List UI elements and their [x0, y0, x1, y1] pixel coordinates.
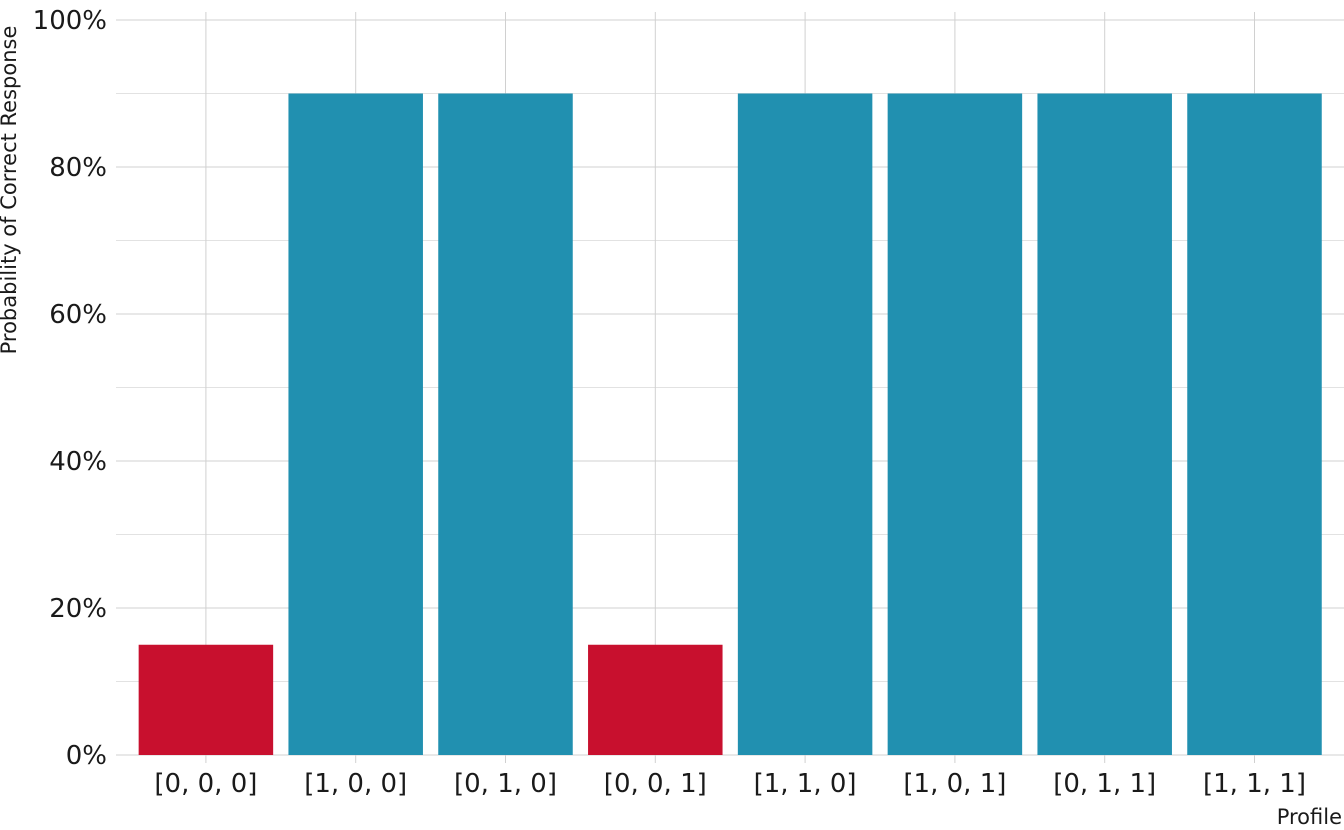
bar — [1187, 93, 1322, 755]
x-tick-label: [0, 0, 1] — [604, 769, 707, 799]
bars-layer — [138, 93, 1322, 755]
bar — [138, 644, 274, 755]
y-tick-label: 100% — [33, 6, 107, 36]
y-tick-label: 40% — [49, 447, 107, 477]
x-tick-label: [1, 1, 1] — [1203, 769, 1306, 799]
y-tick-label: 0% — [66, 741, 107, 771]
x-tick-label: [1, 0, 1] — [903, 769, 1006, 799]
bar — [288, 93, 423, 755]
x-tick-label: [0, 1, 1] — [1053, 769, 1156, 799]
x-tick-label: [0, 0, 0] — [154, 769, 257, 799]
x-tick-label: [0, 1, 0] — [454, 769, 557, 799]
y-tick-label: 60% — [49, 300, 107, 330]
y-tick-label: 80% — [49, 153, 107, 183]
y-axis-title: Probability of Correct Response — [0, 26, 21, 355]
bar — [887, 93, 1023, 755]
bar — [588, 644, 723, 755]
y-tick-labels: 0% 20% 40% 60% 80% 100% — [33, 6, 107, 771]
x-axis-title: Profile — [1277, 805, 1342, 829]
x-tick-labels: [0, 0, 0] [1, 0, 0] [0, 1, 0] [0, 0, 1] [1, … — [154, 769, 1306, 799]
bar — [1037, 93, 1172, 755]
y-tick-label: 20% — [49, 594, 107, 624]
bar — [737, 93, 873, 755]
x-tick-label: [1, 0, 0] — [304, 769, 407, 799]
x-tick-label: [1, 1, 0] — [754, 769, 857, 799]
bar — [438, 93, 573, 755]
